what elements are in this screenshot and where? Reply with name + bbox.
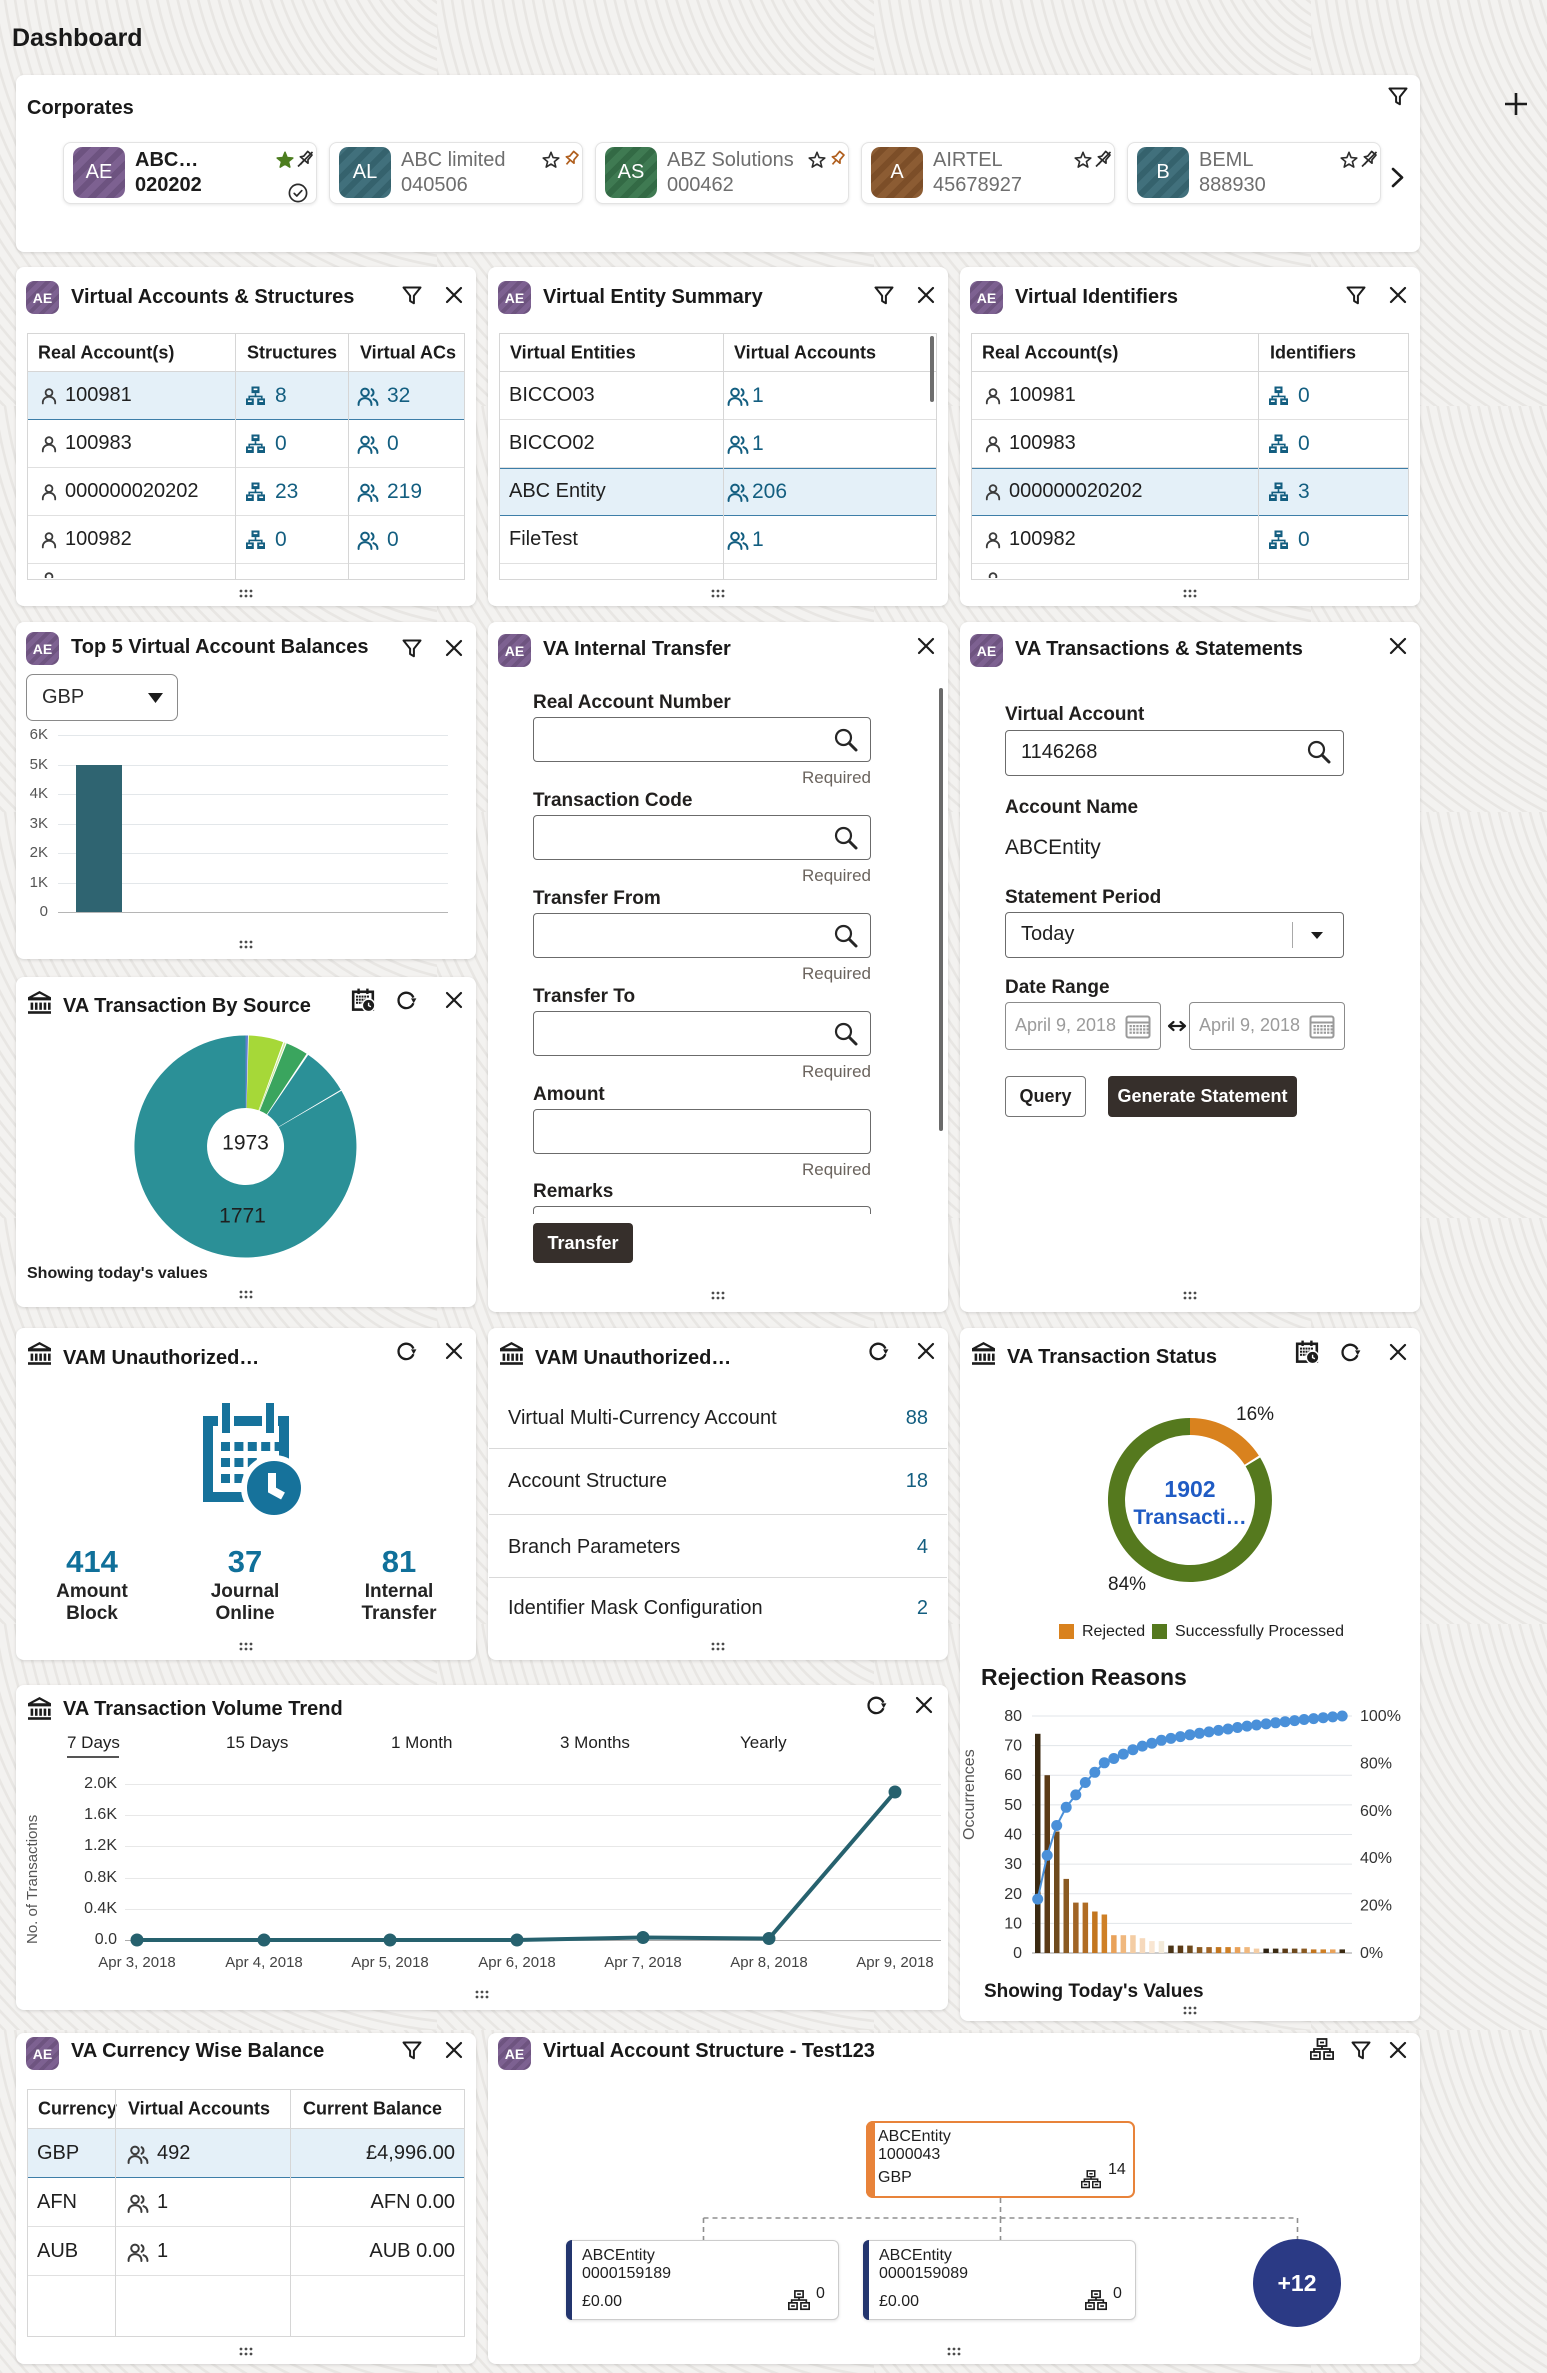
svg-text:1902: 1902: [1164, 1476, 1215, 1502]
svg-text:16%: 16%: [1236, 1404, 1274, 1425]
svg-text:60: 60: [1004, 1767, 1022, 1784]
svg-text:60%: 60%: [1360, 1803, 1392, 1820]
svg-text:50: 50: [1004, 1797, 1022, 1814]
svg-text:80: 80: [1004, 1708, 1022, 1725]
svg-text:100%: 100%: [1360, 1708, 1401, 1725]
svg-text:20%: 20%: [1360, 1898, 1392, 1915]
svg-text:Transacti…: Transacti…: [1133, 1506, 1246, 1529]
svg-text:10: 10: [1004, 1915, 1022, 1932]
svg-text:40%: 40%: [1360, 1850, 1392, 1867]
svg-text:1771: 1771: [219, 1205, 266, 1228]
svg-text:0: 0: [1013, 1945, 1022, 1962]
svg-text:Occurrences: Occurrences: [961, 1749, 978, 1840]
svg-text:1973: 1973: [222, 1132, 269, 1155]
svg-text:0%: 0%: [1360, 1945, 1383, 1962]
svg-text:20: 20: [1004, 1886, 1022, 1903]
svg-text:80%: 80%: [1360, 1755, 1392, 1772]
svg-text:84%: 84%: [1108, 1574, 1146, 1595]
svg-text:40: 40: [1004, 1827, 1022, 1844]
svg-text:30: 30: [1004, 1856, 1022, 1873]
svg-text:70: 70: [1004, 1738, 1022, 1755]
